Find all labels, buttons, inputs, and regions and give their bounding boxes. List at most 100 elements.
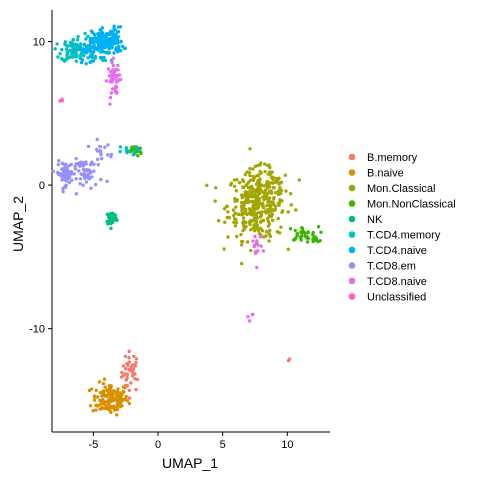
point-t-cd4-memory <box>71 37 76 42</box>
point-mon-classical <box>229 181 234 186</box>
x-axis-title: UMAP_1 <box>162 455 218 471</box>
point-t-cd8-em <box>62 169 66 174</box>
point-t-cd8-em <box>74 156 78 161</box>
point-mon-classical <box>248 173 252 178</box>
point-t-cd4-naive <box>88 60 92 65</box>
point-mon-classical <box>243 172 247 177</box>
point-t-cd4-naive <box>87 44 91 48</box>
point-mon-classical <box>249 227 253 232</box>
point-mon-classical <box>240 178 245 182</box>
point-t-cd8-naive <box>116 78 121 83</box>
point-nk <box>110 216 114 220</box>
point-t-cd8-em <box>60 178 64 182</box>
point-mon-nonclassical <box>319 230 323 234</box>
point-mon-classical <box>277 176 281 181</box>
point-mon-classical <box>284 189 288 193</box>
point-b-memory <box>123 354 128 359</box>
point-b-memory <box>133 376 137 381</box>
point-t-cd4-memory <box>82 53 86 58</box>
point-t-cd8-em <box>98 144 102 149</box>
point-t-cd4-memory <box>137 148 141 152</box>
point-t-cd8-naive <box>112 69 117 74</box>
point-mon-classical <box>241 216 246 220</box>
point-mon-classical <box>255 207 259 211</box>
point-t-cd4-memory <box>74 59 79 63</box>
point-t-cd8-em <box>95 157 100 162</box>
point-b-naive <box>109 386 113 390</box>
point-mon-classical <box>271 177 275 182</box>
x-ticks: -5 0 5 10 <box>88 432 293 451</box>
point-t-cd4-memory <box>65 52 70 56</box>
point-b-naive <box>114 413 119 417</box>
point-mon-classical <box>261 218 266 223</box>
point-t-cd8-naive <box>255 249 260 253</box>
point-t-cd4-memory <box>71 52 75 56</box>
point-t-cd4-naive <box>102 45 107 49</box>
point-mon-nonclassical <box>298 236 302 240</box>
point-b-naive <box>97 380 102 384</box>
point-t-cd8-em <box>106 153 110 157</box>
point-mon-classical <box>269 171 273 175</box>
point-mon-classical <box>258 184 262 189</box>
point-t-cd4-memory <box>86 34 90 39</box>
point-t-cd8-em <box>87 175 91 179</box>
point-b-naive <box>91 409 95 413</box>
point-mon-classical <box>279 188 284 193</box>
point-t-cd8-naive <box>110 60 114 65</box>
point-mon-classical <box>261 195 265 199</box>
point-t-cd8-naive <box>110 87 115 91</box>
point-mon-nonclassical <box>316 224 321 229</box>
point-mon-classical <box>254 214 259 218</box>
legend-key-mon-nonclassical <box>348 200 356 207</box>
point-t-cd8-naive <box>110 80 114 84</box>
point-t-cd4-naive <box>113 37 117 42</box>
point-b-memory <box>131 372 135 377</box>
point-b-memory <box>125 372 130 377</box>
point-t-cd4-memory <box>59 56 64 61</box>
point-b-naive <box>118 400 122 404</box>
point-mon-classical <box>276 201 280 206</box>
point-t-cd8-naive <box>261 249 266 253</box>
point-t-cd8-naive <box>256 243 260 247</box>
point-b-naive <box>88 403 93 408</box>
point-mon-classical <box>237 212 241 217</box>
point-t-cd4-naive <box>104 36 109 40</box>
point-t-cd4-naive <box>97 35 101 40</box>
point-t-cd4-memory <box>74 53 78 57</box>
legend-key-t-cd8-naive <box>348 277 356 285</box>
point-mon-classical <box>222 247 226 251</box>
point-mon-nonclassical <box>293 236 298 240</box>
point-t-cd4-memory <box>126 149 131 153</box>
point-b-naive <box>103 394 107 398</box>
point-mon-classical <box>251 203 256 207</box>
point-mon-classical <box>248 218 253 223</box>
point-t-cd4-naive <box>84 47 88 51</box>
point-t-cd8-em <box>69 162 73 167</box>
point-t-cd8-em <box>63 163 67 167</box>
point-t-cd8-em <box>95 137 99 142</box>
point-mon-classical <box>227 216 232 220</box>
point-mon-classical <box>241 223 246 227</box>
point-mon-classical <box>232 184 237 188</box>
point-t-cd4-memory <box>53 47 57 51</box>
point-b-naive <box>115 389 119 394</box>
point-mon-classical <box>257 232 262 236</box>
point-t-cd8-naive <box>116 63 120 68</box>
point-t-cd8-em <box>63 184 67 188</box>
point-t-cd8-em <box>92 169 96 173</box>
point-mon-classical <box>273 190 278 195</box>
point-mon-nonclassical <box>305 236 309 240</box>
point-t-cd8-naive <box>108 102 112 106</box>
point-t-cd4-naive <box>88 54 93 58</box>
point-mon-classical <box>256 197 260 201</box>
point-t-cd8-em <box>81 164 85 168</box>
point-mon-classical <box>272 208 277 213</box>
point-mon-classical <box>276 189 281 193</box>
point-t-cd8-em <box>86 144 91 149</box>
point-mon-classical <box>248 166 252 171</box>
point-b-memory <box>127 360 132 364</box>
point-mon-classical <box>244 220 248 225</box>
point-mon-classical <box>252 224 256 229</box>
point-b-naive <box>119 395 123 400</box>
